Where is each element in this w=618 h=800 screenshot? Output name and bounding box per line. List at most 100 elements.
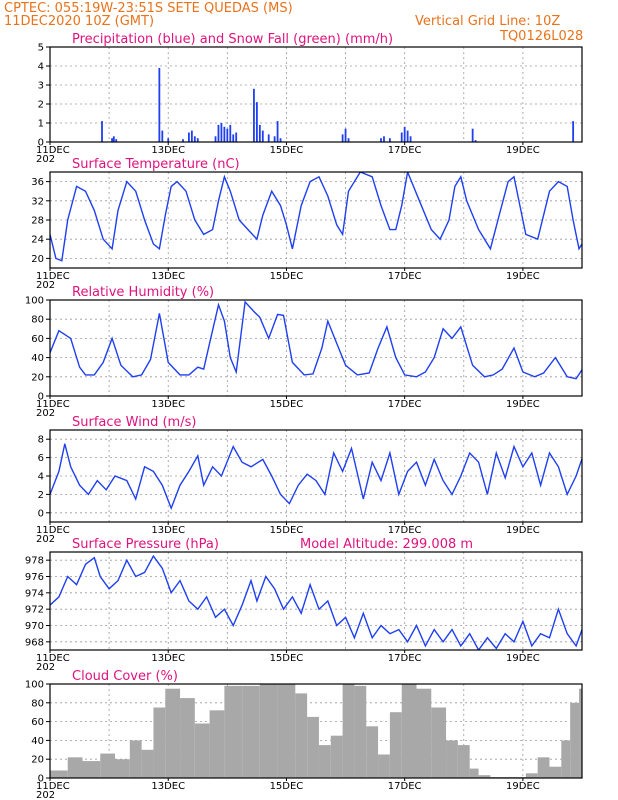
y-tick-label: 0: [38, 138, 44, 149]
x-tick-label: 13DEC: [151, 525, 185, 536]
y-tick-label: 2: [38, 490, 44, 501]
cloud-bar: [141, 749, 154, 778]
y-tick-label: 100: [25, 680, 44, 691]
cloud-bar: [354, 685, 367, 778]
y-tick-label: 976: [25, 572, 44, 583]
cloud-bar: [277, 684, 296, 778]
precip-bar: [182, 139, 184, 142]
cloud-bar: [525, 773, 538, 778]
cloud-bar: [478, 775, 491, 778]
x-tick-label: 13DEC: [151, 145, 185, 156]
y-tick-label: 6: [38, 453, 44, 464]
precip-bar: [190, 130, 193, 142]
precip-bar: [115, 139, 118, 142]
cloud-bar: [67, 757, 83, 778]
x-tick-label: 17DEC: [388, 653, 422, 664]
y-tick-label: 80: [31, 698, 44, 709]
x-tick-label: 11DEC: [36, 525, 70, 536]
y-tick-label: 60: [31, 334, 44, 345]
plot-area: [50, 172, 582, 262]
precip-bar: [471, 128, 474, 142]
cloud-bar: [165, 688, 181, 778]
precip-bar: [253, 88, 255, 142]
y-tick-label: 20: [31, 372, 44, 383]
panel-annotation: Model Altitude: 299.008 m: [300, 537, 473, 552]
cloud-bar: [259, 684, 278, 778]
cloud-bar: [330, 735, 343, 778]
series-line: [50, 172, 582, 262]
precip-bar: [196, 138, 199, 142]
cloud-bar: [224, 685, 243, 778]
precip-bar: [188, 132, 190, 142]
precip-bar: [193, 136, 196, 142]
y-tick-label: 40: [31, 353, 44, 364]
x-tick-label: 15DEC: [270, 653, 304, 664]
x-year-fragment: 202: [36, 662, 55, 673]
x-tick-label: 15DEC: [270, 271, 304, 282]
cloud-bar: [561, 740, 571, 778]
y-tick-label: 978: [25, 556, 44, 567]
y-tick-label: 0: [38, 392, 44, 403]
plot-area: [50, 554, 582, 650]
x-tick-label: 19DEC: [506, 525, 540, 536]
x-tick-label: 15DEC: [270, 399, 304, 410]
cloud-bar: [153, 707, 166, 778]
precip-bar: [223, 126, 226, 142]
precip-bar: [279, 138, 282, 142]
cloud-bar: [342, 684, 355, 778]
precip-bar: [101, 121, 103, 142]
panel-frame: [49, 171, 583, 269]
precip-bar: [409, 136, 412, 142]
cloud-bar: [100, 753, 116, 778]
cloud-bar: [401, 684, 417, 778]
panel-frame: [49, 551, 583, 651]
cloud-bar: [469, 768, 479, 778]
y-tick-label: 5: [38, 43, 44, 54]
precip-bar: [347, 138, 350, 142]
cloud-bar: [549, 766, 562, 778]
cloud-bar: [431, 707, 447, 778]
precip-bar: [341, 134, 344, 142]
x-tick-label: 19DEC: [506, 653, 540, 664]
y-tick-label: 100: [25, 296, 44, 307]
panel-3: Surface Wind (m/s) 0 2 4 6 8 11DEC 13DEC 15DEC 17…: [36, 415, 583, 545]
y-tick-label: 32: [31, 196, 44, 207]
precip-bar: [167, 138, 170, 142]
x-tick-label: 19DEC: [506, 145, 540, 156]
cloud-bar: [416, 688, 432, 778]
x-tick-label: 19DEC: [506, 781, 540, 792]
x-tick-label: 19DEC: [506, 399, 540, 410]
y-tick-label: 80: [31, 315, 44, 326]
cloud-bar: [318, 745, 331, 778]
panel-2: Relative Humidity (%) 0 20 40 60 80 100 11DEC 13…: [25, 285, 583, 419]
cloud-bar: [194, 723, 210, 778]
precip-bar: [344, 128, 347, 142]
header-station: CPTEC: 055:19W-23:51S SETE QUEDAS (MS): [4, 1, 293, 16]
x-tick-label: 15DEC: [270, 525, 304, 536]
panel-title: Surface Pressure (hPa): [72, 537, 219, 552]
x-tick-label: 17DEC: [388, 271, 422, 282]
panel-frame: [49, 429, 583, 523]
precip-bar: [226, 128, 229, 142]
x-tick-label: 17DEC: [388, 781, 422, 792]
x-tick-label: 13DEC: [151, 271, 185, 282]
x-tick-label: 11DEC: [36, 145, 70, 156]
x-tick-label: 15DEC: [270, 781, 304, 792]
y-tick-label: 1: [38, 119, 44, 130]
precip-bar: [383, 136, 385, 142]
precip-bar: [232, 134, 235, 142]
cloud-bar: [82, 761, 101, 778]
cloud-bar: [537, 757, 550, 778]
y-tick-label: 8: [38, 435, 44, 446]
precip-bar: [572, 121, 575, 142]
y-tick-label: 40: [31, 736, 44, 747]
precip-bar: [214, 136, 217, 142]
plot-area: [101, 67, 575, 142]
precip-bar: [403, 126, 406, 142]
panel-title: Precipitation (blue) and Snow Fall (gree…: [72, 32, 393, 47]
panel-0: Precipitation (blue) and Snow Fall (gree…: [36, 32, 583, 165]
x-tick-label: 13DEC: [151, 399, 185, 410]
cloud-bar: [389, 712, 402, 778]
precip-bar: [380, 138, 382, 142]
